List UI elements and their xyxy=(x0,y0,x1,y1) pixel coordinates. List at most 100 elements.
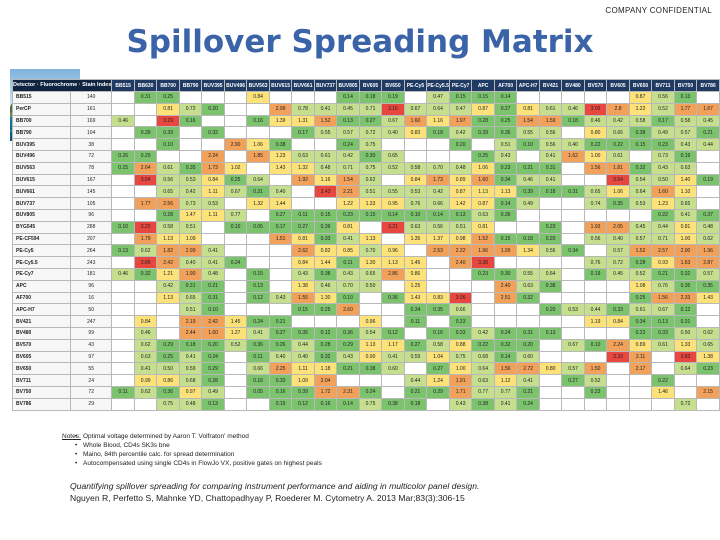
spread-cell: 1.60 xyxy=(201,326,225,340)
spread-cell: 0.38 xyxy=(381,397,405,411)
spread-cell: 1.77 xyxy=(133,197,158,210)
spread-cell: 0.48 xyxy=(178,397,203,411)
spread-cell: 0.05 xyxy=(246,385,270,399)
spread-cell: 0.62 xyxy=(696,232,720,246)
spread-cell: 0.40 xyxy=(606,232,630,246)
stain-index-value: 167 xyxy=(69,173,113,187)
spread-cell: 1.10 xyxy=(673,185,698,199)
spread-cell: 0.47 xyxy=(448,102,473,116)
spread-cell: 2.05 xyxy=(606,220,630,234)
detector-header: BV605 xyxy=(358,79,383,92)
spread-cell xyxy=(561,385,585,399)
spread-cell xyxy=(223,91,248,104)
spread-cell xyxy=(246,102,270,116)
spread-cell: 0.41 xyxy=(538,173,563,187)
spread-cell: 1.96 xyxy=(471,244,495,258)
spread-cell: 0.44 xyxy=(403,374,428,387)
spread-cell: 1.77 xyxy=(673,102,698,116)
spread-cell: 0.51 xyxy=(358,185,383,199)
spread-cell: 0.13 xyxy=(336,114,360,128)
spread-cell: 1.06 xyxy=(246,138,270,151)
stain-index-value: 207 xyxy=(69,232,113,246)
spread-cell xyxy=(583,397,608,411)
spread-cell xyxy=(381,315,405,328)
spread-cell: 0.22 xyxy=(606,138,630,151)
spread-cell: 0.57 xyxy=(673,126,698,140)
spread-cell: 3.33 xyxy=(606,350,630,364)
spread-cell: 1.24 xyxy=(426,374,450,387)
spread-cell: 0.25 xyxy=(313,303,338,317)
spread-cell xyxy=(628,149,653,163)
spread-cell: 0.77 xyxy=(493,385,518,399)
spread-cell: 0.48 xyxy=(313,161,338,175)
spread-cell: 2.53 xyxy=(426,244,450,258)
spread-cell: 3.89 xyxy=(133,256,158,269)
fluorochrome-label: BV480 xyxy=(12,326,71,340)
spread-cell: 0.71 xyxy=(651,232,675,246)
spread-cell: 0.13 xyxy=(673,91,698,104)
spread-cell: 0.41 xyxy=(673,208,698,222)
spread-cell: 0.38 xyxy=(538,279,563,293)
spread-cell xyxy=(561,220,585,234)
spread-cell: 0.18 xyxy=(561,114,585,128)
spread-cell: 2.57 xyxy=(651,244,675,258)
spread-cell: 1.09 xyxy=(291,374,315,387)
spread-cell xyxy=(538,397,563,411)
spread-cell: 0.57 xyxy=(696,267,720,281)
spread-cell: 0.27 xyxy=(426,362,450,376)
spread-cell: 0.95 xyxy=(381,197,405,210)
detector-header: BV570 xyxy=(583,79,608,92)
spread-cell: 1.13 xyxy=(156,232,180,246)
spread-cell xyxy=(426,267,450,281)
spread-cell: 0.64 xyxy=(471,362,495,376)
spread-cell xyxy=(268,91,293,104)
spread-cell: 0.50 xyxy=(673,326,698,340)
spread-cell: 0.54 xyxy=(358,326,383,340)
spread-cell xyxy=(538,91,563,104)
spread-cell xyxy=(583,326,608,340)
spread-cell: 3.54 xyxy=(606,173,630,187)
spread-cell: 1.17 xyxy=(381,338,405,352)
matrix-row: PE-CF594 207 1.79 1.13 1.09 1.51 0.81 0.33 0.41 1… xyxy=(12,232,720,246)
spread-cell: 0.32 xyxy=(673,267,698,281)
spread-cell: 0.63 xyxy=(673,161,698,175)
spread-cell: 0.46 xyxy=(111,267,135,281)
fluorochrome-label: BUV563 xyxy=(12,161,71,175)
spread-cell: 0.99 xyxy=(133,374,158,387)
spread-cell xyxy=(403,362,428,376)
spread-cell: 0.42 xyxy=(448,126,473,140)
spread-cell xyxy=(111,362,135,376)
spread-cell xyxy=(201,220,225,234)
spread-cell: 0.52 xyxy=(583,374,608,387)
spread-cell: 1.52 xyxy=(471,232,495,246)
spread-cell: 0.19 xyxy=(583,267,608,281)
spread-cell xyxy=(426,149,450,163)
spread-cell xyxy=(133,138,158,151)
spread-cell: 2.42 xyxy=(201,315,225,328)
spread-cell: 0.65 xyxy=(178,291,203,305)
spread-cell: 0.33 xyxy=(268,374,293,387)
spread-cell: 1.11 xyxy=(291,362,315,376)
spread-cell: 0.57 xyxy=(336,126,360,140)
spread-cell: 0.39 xyxy=(471,126,495,140)
spread-cell: 0.15 xyxy=(246,267,270,281)
spread-cell: 0.58 xyxy=(156,220,180,234)
spread-cell: 1.16 xyxy=(426,114,450,128)
spread-cell xyxy=(471,138,495,151)
fluorochrome-label: PerCP xyxy=(12,102,71,116)
spread-cell: 0.24 xyxy=(201,350,225,364)
spread-cell: 2.56 xyxy=(156,197,180,210)
stain-index-value: 161 xyxy=(69,102,113,116)
fluorochrome-label: PE-Cy5 xyxy=(12,244,71,258)
spread-cell: 0.23 xyxy=(493,161,518,175)
spread-cell: 0.46 xyxy=(583,114,608,128)
spread-cell: 0.52 xyxy=(223,338,248,352)
spread-cell: 0.35 xyxy=(178,161,203,175)
spread-cell xyxy=(246,232,270,246)
spread-cell: 0.36 xyxy=(156,385,180,399)
spread-cell: 0.13 xyxy=(111,244,135,258)
spread-cell: 0.27 xyxy=(291,220,315,234)
fluorochrome-label: BV650 xyxy=(12,362,71,376)
spread-cell: 2.21 xyxy=(336,185,360,199)
spread-cell xyxy=(178,91,203,104)
